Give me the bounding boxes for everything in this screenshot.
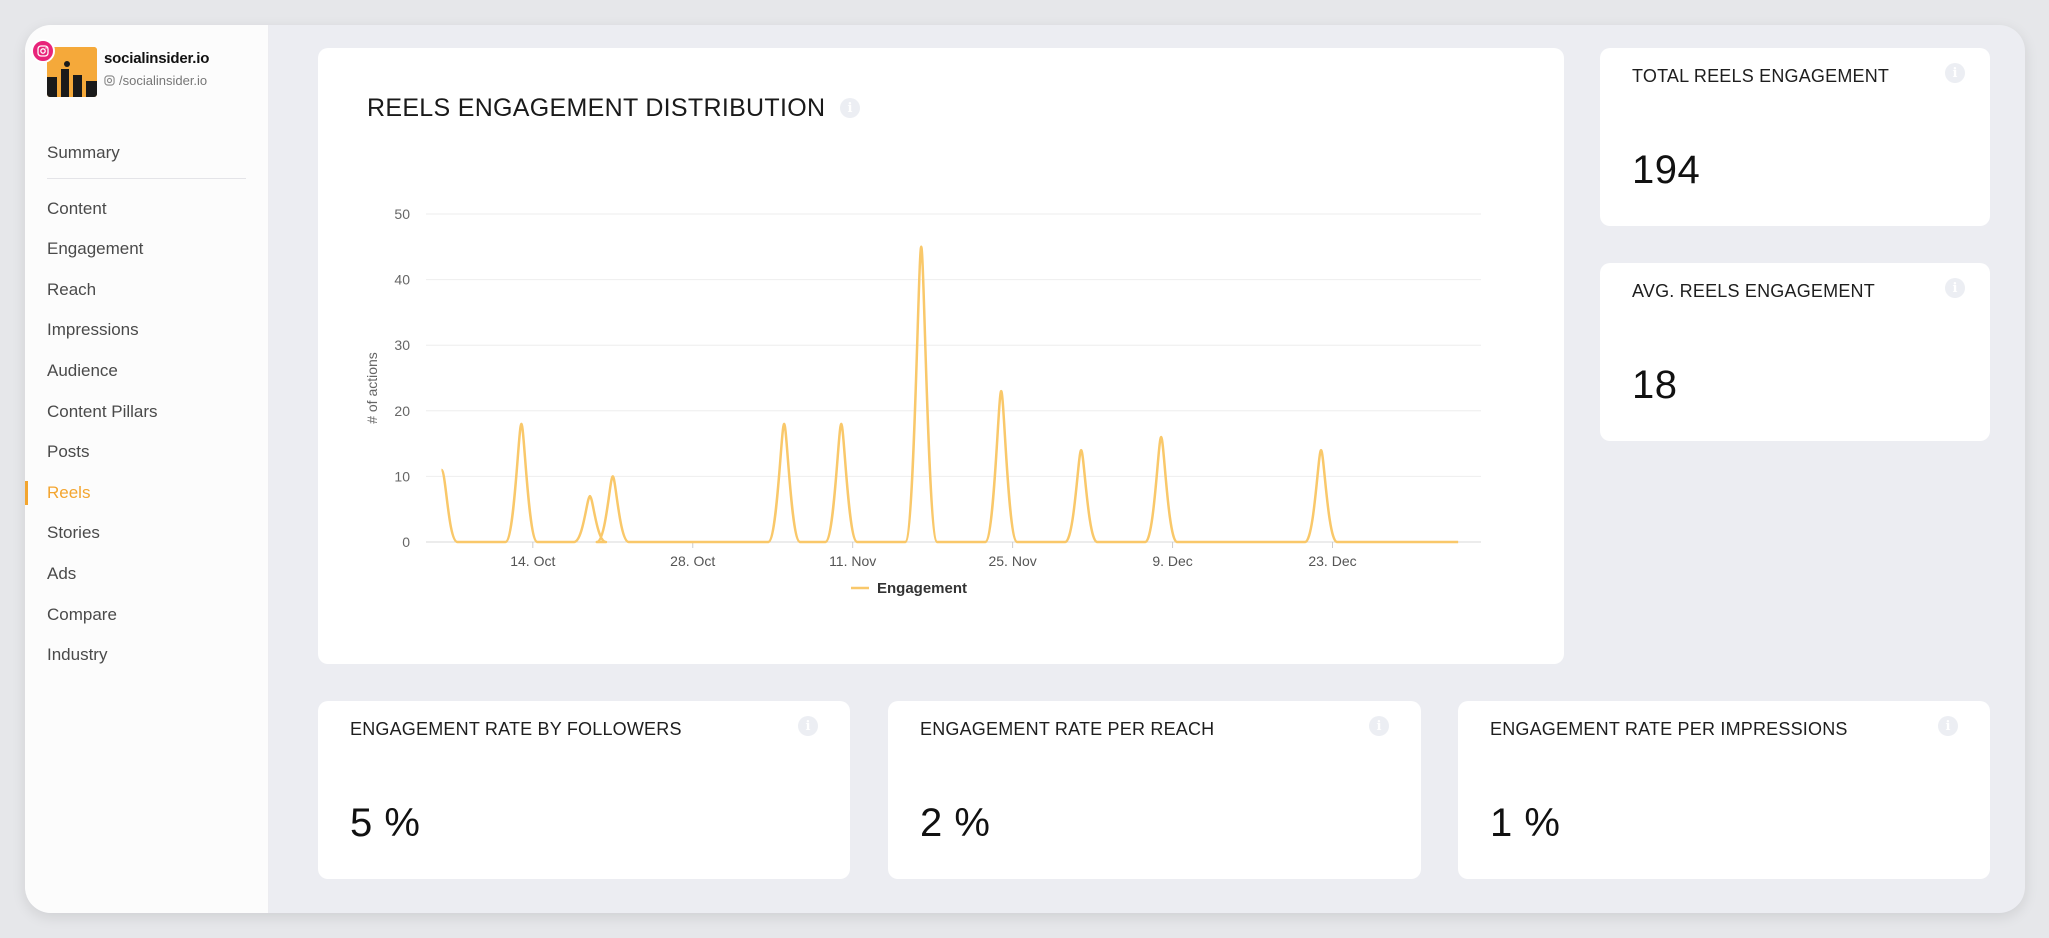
profile-handle-text: /socialinsider.io [119, 73, 208, 88]
app-window: socialinsider.io /socialinsider.io Summa… [25, 25, 2025, 913]
sidebar-item-reels[interactable]: Reels [25, 473, 268, 514]
profile-name: socialinsider.io [104, 50, 210, 67]
er-per-reach-label: ENGAGEMENT RATE PER REACH [920, 719, 1215, 739]
y-tick-label: 10 [394, 468, 410, 484]
total-reels-engagement-card: TOTAL REELS ENGAGEMENT i 194 [1600, 48, 1990, 226]
total-reels-engagement-value: 194 [1632, 148, 1701, 192]
sidebar-item-ads[interactable]: Ads [47, 563, 77, 583]
reels-engagement-distribution-card: REELS ENGAGEMENT DISTRIBUTION i 0 10 20 30 4… [318, 48, 1564, 664]
avg-reels-engagement-value: 18 [1632, 363, 1678, 407]
y-tick-label: 0 [402, 534, 410, 550]
er-per-impressions-value: 1 % [1490, 801, 1561, 845]
er-per-impressions-card: ENGAGEMENT RATE PER IMPRESSIONS i 1 % [1458, 701, 1990, 879]
engagement-series-line [440, 245, 1459, 544]
engagement-chart: 0 10 20 30 40 50 # of actions 14. Oct 28. Oct 11.… [364, 206, 1481, 597]
avg-reels-engagement-card: AVG. REELS ENGAGEMENT i 18 [1600, 263, 1990, 441]
y-tick-label: 30 [394, 337, 410, 353]
sidebar-item-content[interactable]: Content [47, 198, 107, 218]
chart-title: REELS ENGAGEMENT DISTRIBUTION [367, 94, 826, 122]
er-by-followers-label: ENGAGEMENT RATE BY FOLLOWERS [350, 719, 682, 739]
y-tick-label: 20 [394, 403, 410, 419]
total-reels-engagement-label: TOTAL REELS ENGAGEMENT [1632, 66, 1890, 86]
x-tick-label: 9. Dec [1152, 553, 1192, 569]
x-tick-label: 23. Dec [1308, 553, 1356, 569]
profile-handle: /socialinsider.io [104, 73, 207, 88]
er-per-reach-card: ENGAGEMENT RATE PER REACH i 2 % [888, 701, 1421, 879]
info-icon[interactable]: i [1945, 278, 1965, 298]
info-icon[interactable]: i [840, 98, 860, 118]
x-tick-label: 25. Nov [988, 553, 1036, 569]
sidebar-item-reach[interactable]: Reach [47, 279, 97, 299]
y-tick-label: 40 [394, 272, 410, 288]
er-by-followers-card: ENGAGEMENT RATE BY FOLLOWERS i 5 % [318, 701, 850, 879]
x-tick-label: 28. Oct [670, 553, 715, 569]
info-icon[interactable]: i [1938, 716, 1958, 736]
y-axis-label: # of actions [364, 352, 380, 424]
sidebar-item-summary[interactable]: Summary [47, 143, 120, 162]
sidebar-item-stories[interactable]: Stories [47, 523, 100, 543]
er-by-followers-value: 5 % [350, 801, 421, 845]
avg-reels-engagement-label: AVG. REELS ENGAGEMENT [1632, 281, 1875, 301]
sidebar-item-engagement[interactable]: Engagement [47, 239, 144, 259]
er-per-reach-value: 2 % [920, 801, 991, 845]
x-tick-label: 11. Nov [829, 553, 876, 569]
x-tick-label: 14. Oct [510, 553, 555, 569]
er-per-impressions-label: ENGAGEMENT RATE PER IMPRESSIONS [1490, 719, 1848, 739]
sidebar-item-posts[interactable]: Posts [47, 442, 90, 462]
sidebar-item-impressions[interactable]: Impressions [47, 320, 139, 340]
sidebar-item-content-pillars[interactable]: Content Pillars [47, 401, 158, 421]
nav-divider [47, 177, 246, 179]
y-tick-label: 50 [394, 206, 410, 222]
sidebar: socialinsider.io /socialinsider.io Summa… [25, 25, 269, 913]
instagram-icon [31, 39, 55, 63]
profile-avatar [47, 47, 97, 97]
legend-label: Engagement [877, 580, 967, 597]
sidebar-item-audience[interactable]: Audience [47, 360, 118, 380]
info-icon[interactable]: i [1945, 63, 1965, 83]
instagram-small-icon [104, 75, 115, 86]
sidebar-item-compare[interactable]: Compare [47, 604, 117, 624]
profile-header[interactable]: socialinsider.io /socialinsider.io [31, 39, 257, 99]
sidebar-item-industry[interactable]: Industry [47, 645, 108, 665]
info-icon[interactable]: i [798, 716, 818, 736]
sidebar-nav: Summary Content Engagement Reach Impress… [25, 133, 268, 676]
info-icon[interactable]: i [1369, 716, 1389, 736]
